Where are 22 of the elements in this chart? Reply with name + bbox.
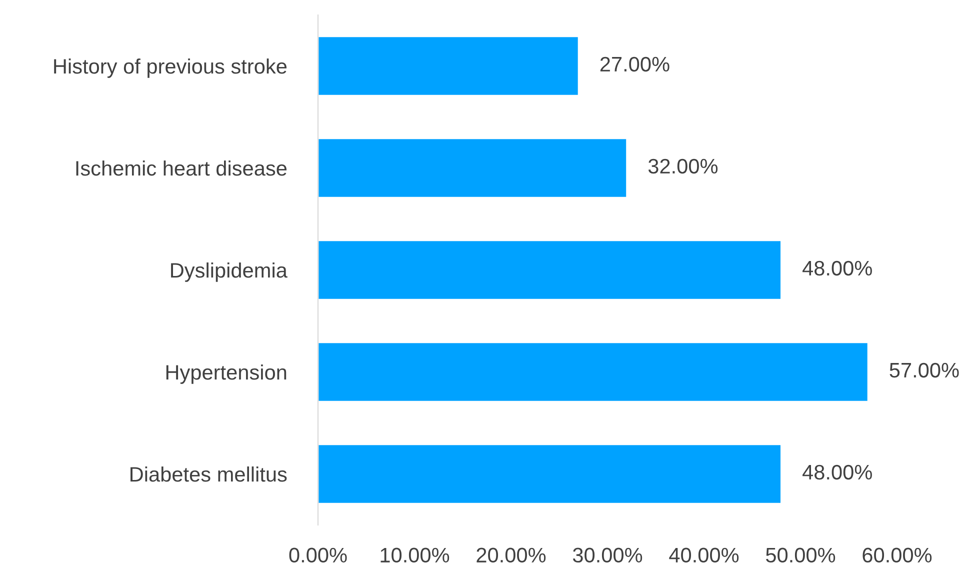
x-tick-label: 40.00% [669, 548, 739, 563]
x-tick-label: 60.00% [862, 548, 932, 563]
bar [318, 138, 628, 198]
data-label: 57.00% [890, 362, 959, 378]
data-label: 27.00% [600, 56, 670, 72]
y-tick-label: Ischemic heart disease [76, 160, 287, 176]
data-label: 48.00% [802, 464, 872, 480]
bar [318, 444, 782, 504]
y-tick-label: Hypertension [166, 364, 286, 384]
x-tick-label: 50.00% [766, 548, 836, 563]
y-tick-label: Diabetes mellitus [130, 466, 287, 482]
bar [318, 342, 869, 402]
x-tick-label: 20.00% [476, 548, 546, 563]
x-tick-label: 0.00% [289, 548, 347, 563]
y-tick-label: Dyslipidemia [171, 262, 288, 282]
data-label: 48.00% [802, 260, 872, 276]
bar [318, 240, 782, 300]
y-tick-label: History of previous stroke [54, 58, 287, 78]
bar [318, 36, 580, 96]
x-tick-label: 30.00% [572, 548, 642, 563]
data-label: 32.00% [648, 158, 718, 174]
x-tick-label: 10.00% [380, 548, 450, 563]
